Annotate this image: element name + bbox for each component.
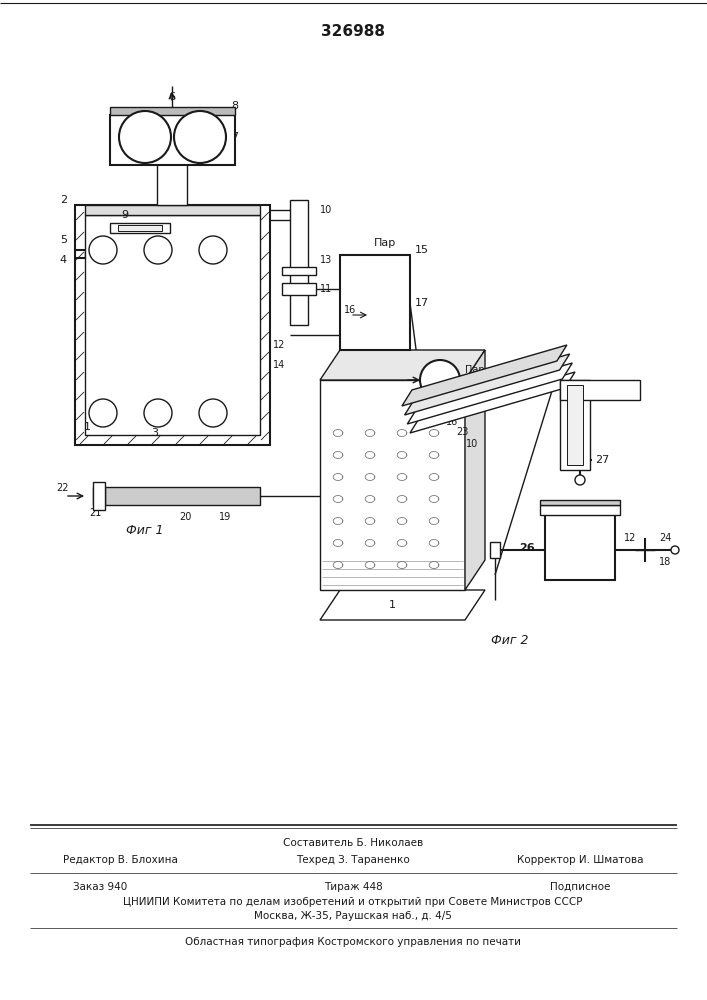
Circle shape bbox=[89, 399, 117, 427]
Text: 23: 23 bbox=[456, 427, 468, 437]
Text: 7: 7 bbox=[231, 132, 238, 142]
Text: Корректор И. Шматова: Корректор И. Шматова bbox=[517, 855, 643, 865]
Polygon shape bbox=[407, 363, 572, 424]
Text: 17: 17 bbox=[415, 298, 429, 308]
Bar bbox=[282, 283, 316, 295]
Circle shape bbox=[144, 399, 172, 427]
Text: 10: 10 bbox=[466, 439, 478, 449]
Bar bbox=[105, 487, 260, 505]
Text: 326988: 326988 bbox=[321, 24, 385, 39]
Bar bbox=[282, 267, 316, 275]
Bar bbox=[110, 107, 235, 115]
Text: ЦНИИПИ Комитета по делам изобретений и открытий при Совете Министров СССР: ЦНИИПИ Комитета по делам изобретений и о… bbox=[123, 897, 583, 907]
Text: Пар: Пар bbox=[374, 238, 396, 248]
Circle shape bbox=[174, 111, 226, 163]
Text: 20: 20 bbox=[179, 512, 191, 522]
Circle shape bbox=[671, 546, 679, 554]
Text: Редактор В. Блохина: Редактор В. Блохина bbox=[62, 855, 177, 865]
Polygon shape bbox=[320, 590, 485, 620]
Text: 26: 26 bbox=[520, 543, 535, 553]
Text: Областная типография Костромского управления по печати: Областная типография Костромского управл… bbox=[185, 937, 521, 947]
Text: 12: 12 bbox=[624, 533, 636, 543]
Circle shape bbox=[575, 475, 585, 485]
Text: 1: 1 bbox=[389, 600, 395, 610]
Bar bbox=[490, 542, 500, 558]
Text: Фиг 2: Фиг 2 bbox=[491, 634, 529, 647]
Text: 25: 25 bbox=[436, 407, 448, 417]
Text: 13: 13 bbox=[320, 255, 332, 265]
Circle shape bbox=[119, 111, 171, 163]
Text: 12: 12 bbox=[273, 340, 285, 350]
Text: 14: 14 bbox=[273, 360, 285, 370]
Circle shape bbox=[420, 360, 460, 400]
Text: 1: 1 bbox=[83, 422, 90, 432]
Bar bbox=[110, 115, 235, 165]
Bar bbox=[290, 200, 308, 325]
Polygon shape bbox=[410, 372, 575, 433]
Bar bbox=[540, 505, 620, 515]
Text: 6: 6 bbox=[168, 92, 175, 102]
Text: 22: 22 bbox=[57, 483, 69, 493]
Text: 9: 9 bbox=[122, 210, 129, 220]
Text: 27: 27 bbox=[595, 455, 609, 465]
Text: Тираж 448: Тираж 448 bbox=[324, 882, 382, 892]
Text: 19: 19 bbox=[219, 512, 231, 522]
Bar bbox=[567, 385, 583, 465]
Bar bbox=[85, 215, 260, 435]
Text: Подписное: Подписное bbox=[550, 882, 610, 892]
Polygon shape bbox=[402, 345, 567, 406]
Text: 11: 11 bbox=[320, 284, 332, 294]
Bar bbox=[560, 380, 590, 470]
Bar bbox=[93, 482, 105, 510]
Bar bbox=[545, 515, 615, 580]
Circle shape bbox=[89, 236, 117, 264]
Bar bbox=[560, 380, 640, 400]
Text: 4: 4 bbox=[60, 255, 67, 265]
Text: 16: 16 bbox=[446, 417, 458, 427]
Polygon shape bbox=[404, 354, 570, 415]
Text: 21: 21 bbox=[89, 508, 101, 518]
Polygon shape bbox=[465, 350, 485, 590]
Circle shape bbox=[199, 399, 227, 427]
Bar bbox=[157, 145, 187, 205]
Bar bbox=[340, 255, 410, 350]
Text: 15: 15 bbox=[415, 245, 429, 255]
Text: Фиг 1: Фиг 1 bbox=[127, 524, 164, 536]
Text: Заказ 940: Заказ 940 bbox=[73, 882, 127, 892]
Bar bbox=[75, 205, 270, 445]
Text: 5: 5 bbox=[60, 235, 67, 245]
Circle shape bbox=[144, 236, 172, 264]
Text: 18: 18 bbox=[659, 557, 671, 567]
Text: 16: 16 bbox=[344, 305, 356, 315]
Text: 2: 2 bbox=[60, 195, 67, 205]
Text: Составитель Б. Николаев: Составитель Б. Николаев bbox=[283, 838, 423, 848]
Bar bbox=[540, 500, 620, 505]
Text: 10: 10 bbox=[320, 205, 332, 215]
Circle shape bbox=[199, 236, 227, 264]
Bar bbox=[110, 223, 170, 233]
Bar bbox=[118, 225, 162, 231]
Text: Пар: Пар bbox=[465, 365, 484, 375]
Polygon shape bbox=[320, 380, 465, 590]
Text: 24: 24 bbox=[659, 533, 671, 543]
Bar bbox=[85, 205, 260, 215]
Polygon shape bbox=[320, 350, 485, 380]
Text: Техред З. Тараненко: Техред З. Тараненко bbox=[296, 855, 410, 865]
Text: Москва, Ж-35, Раушская наб., д. 4/5: Москва, Ж-35, Раушская наб., д. 4/5 bbox=[254, 911, 452, 921]
Text: 18: 18 bbox=[465, 380, 477, 390]
Text: 8: 8 bbox=[231, 101, 238, 111]
Text: 3: 3 bbox=[151, 428, 158, 438]
